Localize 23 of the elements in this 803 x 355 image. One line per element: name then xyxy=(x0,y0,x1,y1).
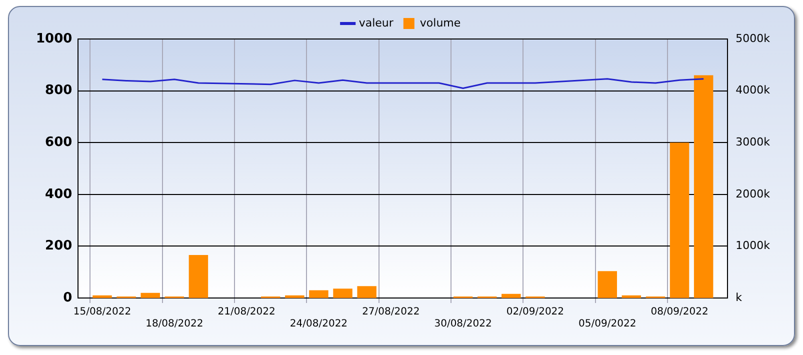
y2-tick-label: 3000k xyxy=(736,135,771,148)
legend-label: volume xyxy=(420,16,461,30)
y2-tick-label: 2000k xyxy=(736,187,771,200)
x-tick-label: 21/08/2022 xyxy=(218,306,276,318)
x-tick-label: 02/09/2022 xyxy=(506,306,564,318)
y2-tick-label: 4000k xyxy=(736,84,771,97)
y-tick-label: 800 xyxy=(45,83,72,98)
x-tick-label: 18/08/2022 xyxy=(146,318,204,330)
x-tick-label: 24/08/2022 xyxy=(290,318,348,330)
x-tick-label: 15/08/2022 xyxy=(73,306,132,318)
x-tick-label: 05/09/2022 xyxy=(578,318,636,330)
y-tick-label: 400 xyxy=(45,186,72,202)
y2-tick-label: 5000k xyxy=(736,32,771,45)
x-tick-label: 30/08/2022 xyxy=(434,318,492,330)
x-tick-label: 08/09/2022 xyxy=(650,306,708,318)
y2-tick-label: 1000k xyxy=(736,239,771,252)
legend-label: valeur xyxy=(358,16,394,30)
y-tick-label: 600 xyxy=(45,134,72,150)
y-tick-label: 1000 xyxy=(36,31,72,46)
y-tick-label: 0 xyxy=(63,290,72,306)
y2-tick-label: k xyxy=(736,290,743,304)
x-tick-label: 27/08/2022 xyxy=(362,306,420,318)
y-tick-label: 200 xyxy=(45,238,72,254)
